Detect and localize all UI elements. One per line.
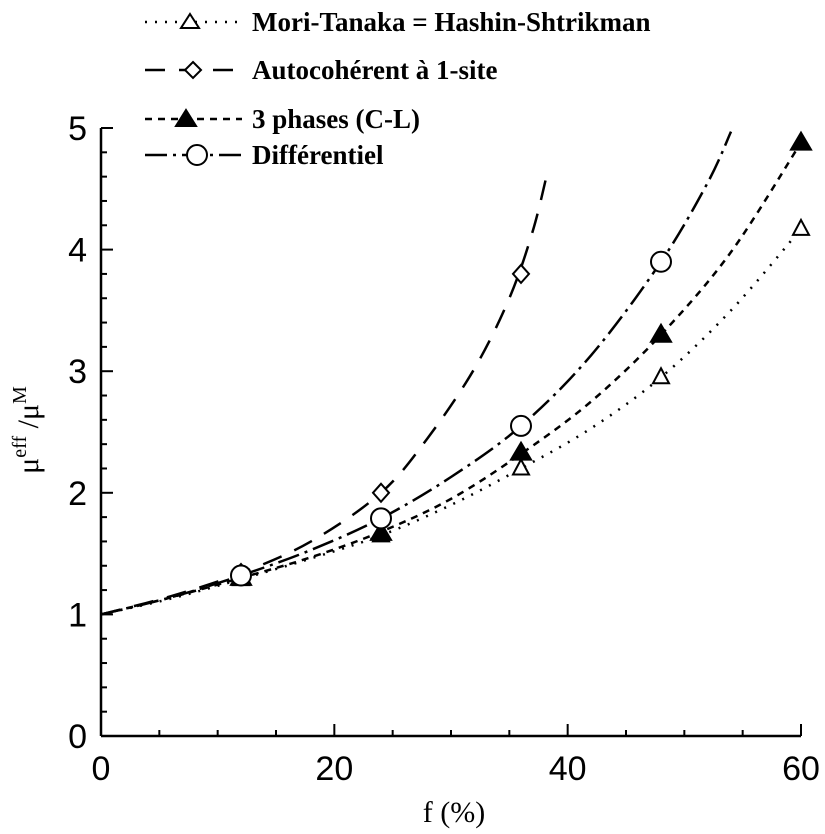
open-circle-icon bbox=[186, 144, 208, 166]
ticks: 0 20 40 60 0 1 2 3 4 5 bbox=[68, 110, 820, 788]
y-tick-label: 2 bbox=[68, 475, 87, 513]
x-axis-label: f (%) bbox=[423, 796, 485, 829]
open-circle-marker bbox=[510, 414, 532, 437]
legend-label: 3 phases (C-L) bbox=[252, 104, 420, 134]
x-tick-label: 40 bbox=[549, 750, 587, 788]
filled-triangle-icon bbox=[174, 108, 198, 127]
filled-triangle-marker bbox=[649, 322, 673, 343]
y-tick-label: 0 bbox=[68, 718, 87, 756]
open-triangle-marker bbox=[651, 366, 671, 385]
filled-triangle-marker bbox=[509, 440, 533, 461]
open-diamond-marker bbox=[371, 482, 391, 504]
legend-item-3-phases: 3 phases (C-L) bbox=[145, 104, 420, 134]
y-tick-label: 1 bbox=[68, 596, 87, 634]
x-tick-label: 60 bbox=[782, 750, 820, 788]
open-triangle-marker bbox=[791, 217, 811, 236]
y-axis-label: μeff /μM bbox=[9, 386, 45, 474]
filled-triangle-marker bbox=[369, 520, 393, 541]
axes bbox=[99, 128, 801, 738]
legend-label: Différentiel bbox=[252, 140, 384, 170]
series-line bbox=[101, 170, 550, 616]
open-circle-marker bbox=[370, 507, 392, 530]
y-tick-label: 5 bbox=[68, 110, 87, 148]
y-tick-label: 3 bbox=[68, 353, 87, 391]
legend-label: Autocohérent à 1-site bbox=[252, 55, 497, 85]
legend-item-autocoherent: Autocohérent à 1-site bbox=[145, 55, 497, 85]
series-line bbox=[101, 228, 801, 616]
filled-triangle-marker bbox=[789, 130, 813, 151]
legend: Mori-Tanaka = Hashin-Shtrikman Autocohér… bbox=[145, 7, 650, 170]
legend-item-differentiel: Différentiel bbox=[145, 140, 384, 170]
series-line bbox=[101, 141, 801, 616]
x-tick-label: 20 bbox=[315, 750, 353, 788]
open-diamond-marker bbox=[511, 263, 531, 285]
x-tick-label: 0 bbox=[92, 750, 111, 788]
y-tick-label: 4 bbox=[68, 232, 87, 270]
open-triangle-icon bbox=[179, 12, 201, 29]
open-circle-marker bbox=[650, 250, 672, 273]
series-line bbox=[101, 131, 733, 616]
legend-label: Mori-Tanaka = Hashin-Shtrikman bbox=[252, 7, 650, 37]
series-markers bbox=[229, 130, 813, 587]
legend-item-mori-tanaka: Mori-Tanaka = Hashin-Shtrikman bbox=[145, 7, 650, 37]
open-circle-marker bbox=[230, 564, 252, 587]
series-curves bbox=[101, 131, 801, 616]
open-diamond-icon bbox=[183, 60, 203, 80]
open-triangle-marker bbox=[511, 457, 531, 476]
